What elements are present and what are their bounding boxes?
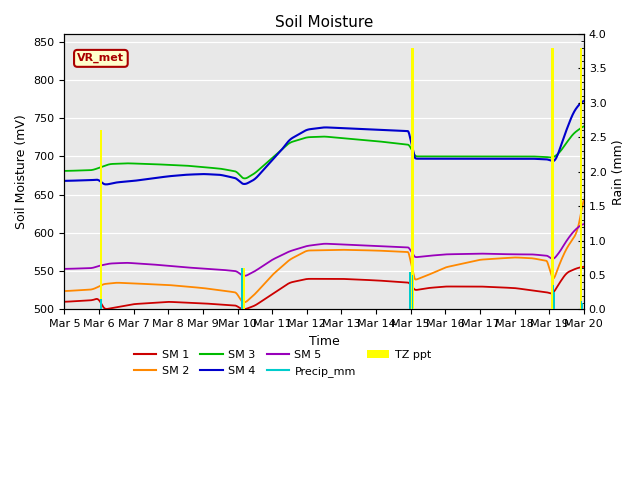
- Y-axis label: Rain (mm): Rain (mm): [612, 139, 625, 204]
- Bar: [100, 299, 102, 310]
- Bar: [553, 285, 554, 310]
- Legend: SM 1, SM 2, SM 3, SM 4, SM 5, Precip_mm, TZ ppt: SM 1, SM 2, SM 3, SM 4, SM 5, Precip_mm,…: [130, 346, 435, 381]
- X-axis label: Time: Time: [308, 335, 339, 348]
- Y-axis label: Soil Moisture (mV): Soil Moisture (mV): [15, 114, 28, 229]
- Title: Soil Moisture: Soil Moisture: [275, 15, 373, 30]
- Bar: [243, 268, 245, 310]
- Bar: [412, 275, 413, 310]
- Bar: [412, 48, 413, 310]
- Bar: [552, 48, 554, 310]
- Text: VR_met: VR_met: [77, 53, 124, 63]
- Bar: [580, 48, 582, 310]
- Bar: [580, 301, 582, 310]
- Bar: [241, 268, 243, 310]
- Bar: [582, 302, 584, 310]
- Bar: [410, 272, 411, 310]
- Bar: [100, 131, 102, 310]
- Bar: [554, 292, 555, 310]
